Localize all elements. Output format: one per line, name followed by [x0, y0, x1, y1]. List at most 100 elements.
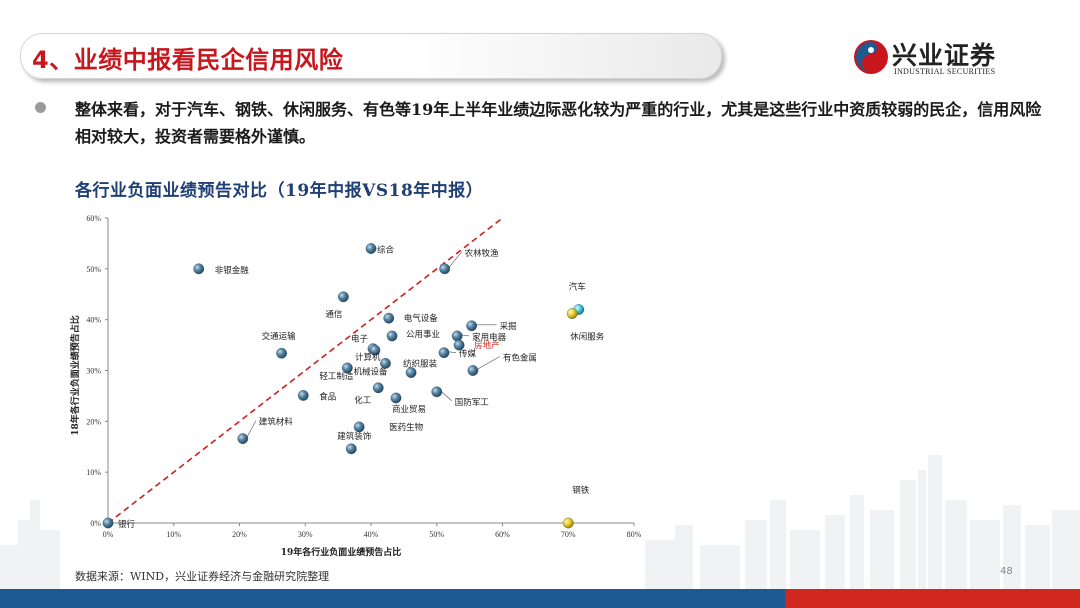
- y-tick-label: 30%: [86, 367, 101, 376]
- data-point: [372, 382, 384, 394]
- point-label: 房地产: [474, 340, 500, 351]
- leader-line: [448, 251, 462, 269]
- data-point: [338, 291, 349, 303]
- logo-chinese-name: 兴业证券: [892, 41, 997, 70]
- data-point: [237, 433, 249, 444]
- data-point: [383, 312, 395, 324]
- point-label: 家用电器: [472, 332, 507, 343]
- data-point: [562, 517, 574, 529]
- data-point: [466, 320, 477, 332]
- data-point: [405, 367, 417, 378]
- data-source-note: 数据来源：WIND，兴业证券经济与金融研究院整理: [75, 570, 330, 583]
- point-label: 公用事业: [406, 329, 440, 340]
- reference-line: [107, 217, 503, 524]
- bullet-icon: [35, 102, 46, 113]
- data-point: [297, 390, 309, 401]
- point-label: 建筑材料: [259, 417, 294, 428]
- x-tick-label: 30%: [298, 530, 313, 539]
- footer-bar-blue: [0, 589, 785, 608]
- point-label: 传媒: [459, 349, 477, 360]
- point-label: 计算机: [355, 352, 381, 363]
- point-label: 化工: [354, 395, 372, 406]
- company-logo: 兴业证券 INDUSTRIAL SECURITIES: [852, 36, 1012, 80]
- data-point: [438, 347, 450, 359]
- y-tick-label: 40%: [86, 316, 101, 325]
- point-label: 机械设备: [353, 366, 388, 377]
- x-tick-label: 0%: [103, 530, 114, 539]
- logo-english-name: INDUSTRIAL SECURITIES: [894, 67, 996, 76]
- data-point: [353, 421, 365, 433]
- y-tick-label: 50%: [86, 265, 101, 274]
- point-label: 电子: [351, 334, 369, 345]
- data-point: [380, 358, 391, 369]
- x-tick-label: 70%: [561, 530, 576, 539]
- page-title: 4、业绩中报看民企信用风险: [32, 46, 344, 74]
- footer-bar-red: [785, 589, 1080, 608]
- data-point: [431, 386, 443, 398]
- data-point: [566, 308, 578, 319]
- point-label: 非银金融: [215, 265, 250, 276]
- x-tick-label: 40%: [364, 530, 379, 539]
- data-point: [193, 263, 205, 275]
- y-axis-title: 18年各行业负面业绩预告占比: [69, 315, 81, 436]
- data-point: [467, 365, 479, 376]
- label-leader-lines: [246, 251, 501, 438]
- title-banner: [20, 33, 722, 79]
- point-label: 通信: [325, 309, 343, 320]
- data-point: [439, 263, 450, 275]
- logo-mark-icon: [854, 40, 888, 74]
- point-label: 纺织服装: [403, 359, 438, 370]
- x-tick-label: 50%: [429, 530, 444, 539]
- point-label: 电气设备: [404, 313, 439, 324]
- data-point: [276, 347, 287, 359]
- x-axis-title: 19年各行业负面业绩预告占比: [281, 546, 402, 558]
- y-tick-label: 60%: [86, 214, 101, 223]
- point-label: 医药生物: [389, 422, 424, 433]
- point-label: 轻工制造: [319, 371, 354, 382]
- y-tick-label: 20%: [86, 417, 101, 426]
- point-label: 采掘: [500, 321, 517, 332]
- point-label: 商业贸易: [392, 404, 426, 415]
- data-point: [386, 330, 398, 342]
- point-label: 国防军工: [455, 397, 490, 408]
- point-label: 休闲服务: [570, 332, 605, 343]
- leader-line: [447, 351, 457, 354]
- point-label: 汽车: [569, 282, 586, 293]
- point-label: 交通运输: [262, 331, 297, 342]
- x-tick-label: 20%: [232, 530, 247, 539]
- data-point: [453, 339, 465, 351]
- point-label: 食品: [319, 391, 336, 402]
- data-point: [390, 392, 402, 404]
- chart-axes: 0% 10% 20% 30% 40% 50% 60% 70% 80% 0% 10% 20% 30% 40%…: [69, 214, 642, 558]
- data-point: [451, 330, 463, 342]
- data-point: [369, 344, 381, 356]
- leader-line: [246, 420, 257, 438]
- data-point: [365, 243, 377, 254]
- data-point: [102, 517, 114, 529]
- point-label: 综合: [377, 245, 395, 256]
- x-tick-label: 80%: [627, 530, 642, 539]
- x-tick-label: 10%: [166, 530, 181, 539]
- x-tick-label: 60%: [495, 530, 510, 539]
- chart-title: 各行业负面业绩预告对比（19年中报VS18年中报）: [75, 181, 484, 201]
- point-label: 农林牧渔: [465, 248, 500, 259]
- data-point: [345, 443, 357, 455]
- data-point: [341, 362, 353, 374]
- footer-bar: [0, 589, 1080, 608]
- diagonal-dashed-line: [107, 217, 503, 524]
- point-label: 钢铁: [572, 485, 590, 496]
- point-label: 有色金属: [503, 353, 537, 364]
- point-label: 银行: [118, 519, 136, 530]
- y-tick-label: 10%: [86, 468, 101, 477]
- leader-line: [461, 334, 470, 337]
- summary-paragraph: 整体来看，对于汽车、钢铁、休闲服务、有色等19年上半年业绩边际恶化较为严重的行业…: [75, 100, 1042, 146]
- data-points: [102, 243, 585, 529]
- page-number: 48: [1000, 566, 1013, 577]
- leader-line: [440, 390, 452, 402]
- y-tick-label: 0%: [90, 519, 101, 528]
- leader-line: [476, 356, 501, 370]
- point-label: 建筑装饰: [337, 431, 372, 442]
